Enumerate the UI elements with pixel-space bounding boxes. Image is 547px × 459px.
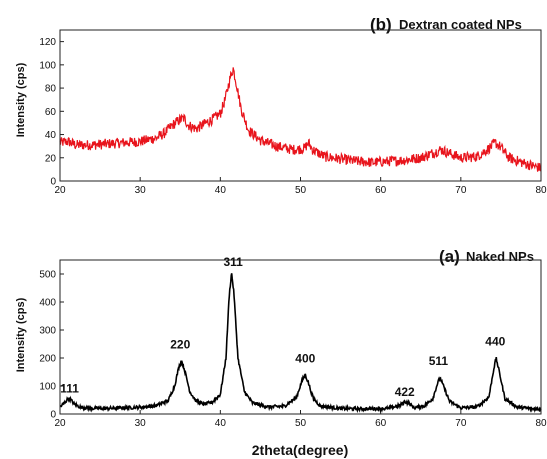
- x-tick-label: 40: [215, 185, 227, 196]
- panel-a-tag: (a): [439, 247, 460, 266]
- y-tick-label: 400: [39, 298, 56, 309]
- x-tick-label: 70: [455, 185, 467, 196]
- x-axis-label: 2theta(degree): [252, 442, 348, 458]
- peak-label-440: 440: [485, 335, 505, 349]
- x-tick-label: 60: [375, 418, 387, 429]
- peak-label-511: 511: [429, 354, 449, 368]
- x-tick-label: 80: [535, 418, 547, 429]
- y-tick-label: 0: [50, 177, 56, 188]
- panel-a-series-line: [59, 273, 542, 414]
- x-tick-label: 70: [455, 418, 467, 429]
- peak-label-220: 220: [170, 337, 190, 351]
- y-tick-label: 40: [45, 130, 57, 141]
- y-tick-label: 100: [39, 382, 56, 393]
- y-tick-label: 300: [39, 326, 56, 337]
- panel-b-series-line: [59, 67, 542, 172]
- x-tick-label: 60: [375, 185, 387, 196]
- y-tick-label: 60: [45, 107, 57, 118]
- x-tick-label: 50: [295, 185, 307, 196]
- y-tick-label: 120: [39, 37, 56, 48]
- panel-b-tag: (b): [370, 15, 392, 34]
- panel-b-ylabel: Intensity (cps): [15, 62, 27, 137]
- panel-a-ticks: 20 30 40 50 60 70 80 0 100 200 300 400 500: [39, 270, 547, 430]
- x-tick-label: 30: [135, 185, 147, 196]
- panel-naked: (a) Naked NPs Intensity (cps) 20 30 40 50 60…: [15, 247, 547, 429]
- peak-label-400: 400: [295, 351, 315, 365]
- panel-a-ylabel: Intensity (cps): [15, 297, 27, 372]
- panel-b-plot-frame: [59, 29, 542, 182]
- x-tick-label: 50: [295, 418, 307, 429]
- y-tick-label: 200: [39, 354, 56, 365]
- y-tick-label: 100: [39, 60, 56, 71]
- x-tick-label: 30: [135, 418, 147, 429]
- y-tick-label: 0: [50, 410, 56, 421]
- panel-dextran-coated: (b) Dextran coated NPs Intensity (cps) 2…: [15, 15, 547, 196]
- peak-label-311: 311: [223, 255, 243, 269]
- y-tick-label: 20: [45, 153, 57, 164]
- x-tick-label: 80: [535, 185, 547, 196]
- y-tick-label: 500: [39, 270, 56, 281]
- panel-b-title: Dextran coated NPs: [399, 17, 522, 32]
- x-tick-label: 40: [215, 418, 227, 429]
- x-tick-label: 20: [54, 185, 66, 196]
- panel-a-peak-labels: 111 220 311 400 422 511 440: [60, 255, 505, 399]
- y-tick-label: 80: [45, 84, 57, 95]
- peak-label-422: 422: [395, 385, 415, 399]
- panel-a-plot-frame: [59, 259, 542, 415]
- panel-a-title: Naked NPs: [466, 249, 534, 264]
- peak-label-111: 111: [60, 382, 79, 396]
- x-tick-label: 20: [54, 418, 66, 429]
